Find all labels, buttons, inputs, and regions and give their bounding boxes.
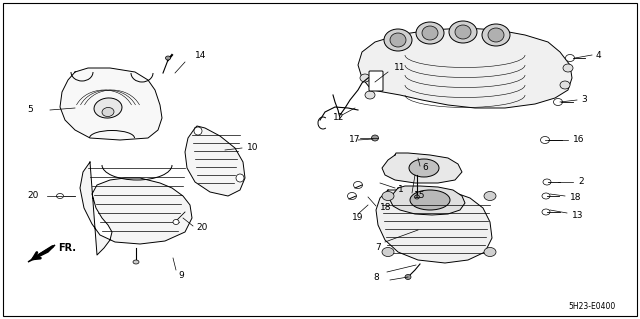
Polygon shape — [382, 153, 462, 183]
Ellipse shape — [405, 275, 411, 279]
Ellipse shape — [353, 182, 362, 189]
Text: 12: 12 — [333, 114, 344, 122]
Ellipse shape — [482, 24, 510, 46]
Polygon shape — [376, 188, 492, 263]
Ellipse shape — [449, 21, 477, 43]
Ellipse shape — [410, 190, 450, 210]
Text: 17: 17 — [349, 136, 360, 145]
Text: 5: 5 — [27, 106, 33, 115]
Ellipse shape — [542, 193, 550, 199]
Ellipse shape — [416, 22, 444, 44]
Ellipse shape — [382, 248, 394, 256]
Ellipse shape — [541, 137, 550, 144]
Text: 13: 13 — [572, 211, 584, 219]
Ellipse shape — [166, 56, 170, 60]
Text: FR.: FR. — [58, 243, 76, 253]
Ellipse shape — [484, 248, 496, 256]
Text: 2: 2 — [578, 177, 584, 187]
Text: 9: 9 — [178, 271, 184, 280]
Ellipse shape — [560, 81, 570, 89]
Ellipse shape — [422, 26, 438, 40]
Text: 16: 16 — [573, 136, 584, 145]
Ellipse shape — [554, 99, 563, 106]
Polygon shape — [358, 28, 572, 108]
Ellipse shape — [371, 135, 378, 141]
Ellipse shape — [566, 55, 575, 62]
FancyBboxPatch shape — [369, 71, 383, 91]
Ellipse shape — [133, 260, 139, 264]
Ellipse shape — [543, 179, 551, 185]
Text: 18: 18 — [380, 204, 392, 212]
Text: 19: 19 — [352, 213, 364, 222]
Text: 8: 8 — [373, 273, 379, 283]
Text: 1: 1 — [398, 186, 404, 195]
Text: 15: 15 — [414, 191, 426, 201]
Ellipse shape — [390, 33, 406, 47]
Text: 14: 14 — [195, 50, 206, 60]
Polygon shape — [185, 126, 245, 196]
Text: 10: 10 — [247, 144, 259, 152]
Ellipse shape — [56, 194, 63, 198]
Text: 6: 6 — [422, 164, 428, 173]
Circle shape — [236, 174, 244, 182]
Text: 20: 20 — [27, 191, 38, 201]
Ellipse shape — [415, 195, 419, 199]
Ellipse shape — [360, 74, 370, 82]
Ellipse shape — [409, 159, 439, 177]
Ellipse shape — [488, 28, 504, 42]
Polygon shape — [80, 162, 192, 255]
Ellipse shape — [384, 29, 412, 51]
Polygon shape — [390, 186, 465, 215]
Text: 20: 20 — [196, 224, 207, 233]
Ellipse shape — [563, 64, 573, 72]
Ellipse shape — [173, 219, 179, 225]
Ellipse shape — [382, 191, 394, 201]
Circle shape — [194, 127, 202, 135]
Ellipse shape — [348, 192, 356, 199]
Ellipse shape — [484, 191, 496, 201]
Text: 5H23-E0400: 5H23-E0400 — [568, 302, 616, 311]
Text: 3: 3 — [581, 95, 587, 105]
Ellipse shape — [94, 98, 122, 118]
Ellipse shape — [365, 91, 375, 99]
Polygon shape — [60, 68, 162, 140]
Text: 18: 18 — [570, 194, 582, 203]
Ellipse shape — [455, 25, 471, 39]
Text: 11: 11 — [394, 63, 406, 72]
Text: 7: 7 — [375, 243, 381, 253]
Text: 4: 4 — [596, 50, 602, 60]
Ellipse shape — [102, 108, 114, 116]
Ellipse shape — [542, 209, 550, 215]
Polygon shape — [28, 245, 55, 262]
